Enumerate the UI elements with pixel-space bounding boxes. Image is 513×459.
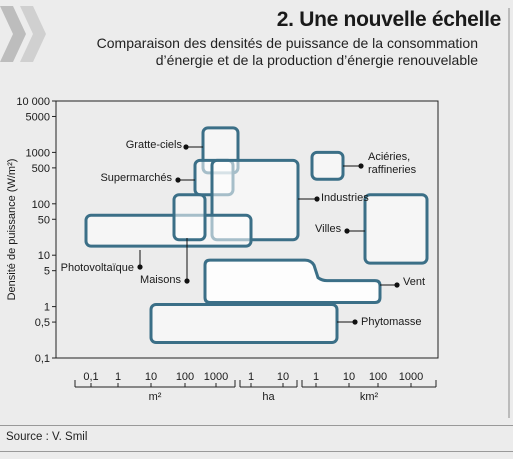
category-label: Industries: [321, 192, 369, 204]
leader-dot: [137, 264, 143, 270]
x-tick-label: 100: [369, 371, 387, 383]
source-note: Source : V. Smil: [6, 431, 88, 443]
x-group-unit: ha: [262, 391, 275, 403]
x-tick-label: 1: [115, 371, 121, 383]
x-tick-label: 0,1: [83, 371, 98, 383]
power-density-chart: 10 000 5000 1000 500 100 50 10 5 1 0,5 0,1 Densité …: [6, 96, 439, 403]
y-tick-label: 1: [44, 302, 50, 314]
page-subtitle: Comparaison des densités de puissance de…: [60, 35, 478, 69]
x-tick-label: 1000: [399, 371, 423, 383]
box-7: [203, 258, 382, 305]
x-tick-label: 10: [145, 371, 157, 383]
chart-boxes: [84, 126, 429, 345]
chart-labels: Gratte-ciels Supermarchés Industries Aciéri…: [61, 139, 425, 328]
category-label: Vent: [403, 276, 425, 288]
x-tick-label: 1: [313, 371, 319, 383]
box-3: [310, 150, 345, 181]
x-group-unit: km²: [360, 391, 379, 403]
leader-dot: [394, 282, 400, 288]
subtitle-line-2: d’énergie et de la production d’énergie …: [155, 52, 478, 68]
x-tick-label: 1: [248, 371, 254, 383]
leader-dot: [314, 196, 320, 202]
source-divider: [0, 425, 513, 426]
subtitle-line-1: Comparaison des densités de puissance de…: [96, 35, 478, 51]
box-4: [363, 193, 429, 265]
y-tick-label: 0,5: [35, 317, 50, 329]
category-label: Photovoltaïque: [61, 262, 134, 274]
leader-dot: [344, 228, 350, 234]
plot-frame: [55, 100, 439, 359]
category-label: Supermarchés: [100, 172, 172, 184]
x-tick-label: 1000: [204, 371, 228, 383]
page-title: 2. Une nouvelle échelle: [276, 8, 502, 31]
x-tick-label: 10: [277, 371, 289, 383]
x-group-unit: m²: [149, 391, 162, 403]
y-tick-label: 0,1: [35, 353, 50, 365]
leader-dot: [358, 163, 364, 169]
box-5: [84, 213, 253, 248]
bottom-divider: [0, 451, 513, 452]
category-label: Villes: [315, 223, 342, 235]
y-axis-label: Densité de puissance (W/m²): [6, 159, 18, 301]
leader-dot: [352, 319, 358, 325]
category-label: Gratte-ciels: [126, 139, 183, 151]
leader-dot: [183, 144, 189, 150]
right-border: [508, 8, 510, 418]
y-tick-label: 500: [32, 163, 50, 175]
box-6: [172, 193, 207, 242]
chart-axes: 10 000 5000 1000 500 100 50 10 5 1 0,5 0,1 Densité …: [6, 96, 439, 403]
y-tick-label: 5000: [26, 111, 50, 123]
chevron-decoration-icon: [0, 6, 46, 62]
y-tick-label: 50: [38, 214, 50, 226]
category-label: Phytomasse: [361, 316, 422, 328]
y-tick-label: 5: [44, 266, 50, 278]
x-tick-label: 10: [343, 371, 355, 383]
y-tick-label: 100: [32, 199, 50, 211]
y-tick-label: 10 000: [16, 96, 50, 108]
leader-dot: [184, 278, 190, 284]
x-tick-label: 100: [176, 371, 194, 383]
leader-dot: [175, 177, 181, 183]
y-tick-label: 1000: [26, 147, 50, 159]
category-label: Aciéries, raffineries: [368, 151, 417, 176]
box-8: [149, 302, 339, 345]
y-tick-label: 10: [38, 250, 50, 262]
category-label: Maisons: [140, 274, 181, 286]
